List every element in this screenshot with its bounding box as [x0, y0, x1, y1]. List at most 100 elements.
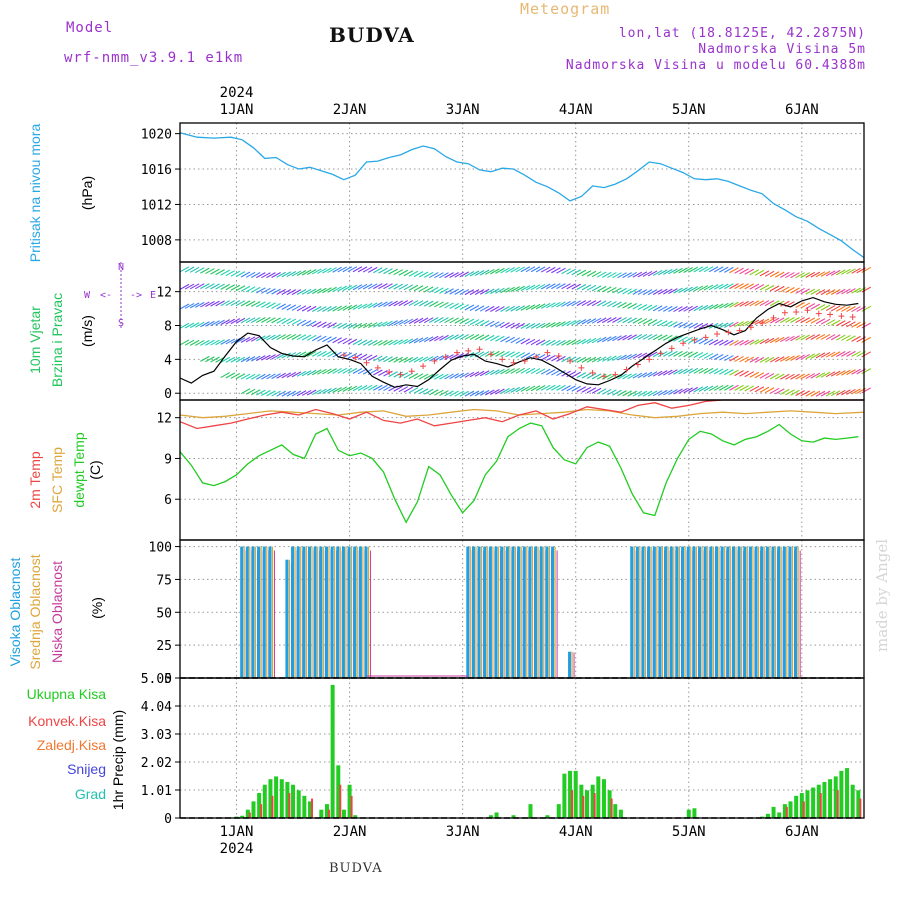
wind-barb	[398, 300, 409, 307]
wind-barb	[795, 272, 805, 279]
wind-barb	[815, 352, 826, 359]
wind-barb	[418, 388, 429, 395]
panel-frame	[179, 261, 865, 401]
wind-barb	[591, 300, 602, 307]
wind-barb	[764, 300, 775, 307]
wind-barb	[495, 321, 505, 328]
gust-marker	[589, 369, 596, 376]
wind-barb	[347, 323, 358, 329]
high-cloud-bar	[291, 546, 295, 678]
wind-barb	[764, 270, 775, 277]
wind-barb	[190, 385, 199, 390]
high-cloud-bar	[652, 546, 656, 678]
wind-barb	[688, 386, 699, 393]
wind-barb	[225, 318, 236, 325]
wind-barb	[276, 390, 286, 397]
wind-barb	[388, 339, 398, 346]
wind-barb	[281, 372, 292, 379]
wind-barb	[505, 305, 515, 312]
wind-barb	[439, 287, 449, 294]
wind-barb	[454, 334, 464, 341]
footer-location: BUDVA	[329, 861, 383, 876]
wind-barb	[271, 302, 281, 309]
wind-barb	[266, 373, 276, 380]
low-cloud-axis-label: Niska Oblacnost	[49, 561, 65, 663]
wind-barb	[225, 300, 236, 307]
gust-marker	[680, 340, 687, 347]
high-cloud-bar	[494, 546, 498, 678]
high-cloud-bar	[551, 546, 555, 678]
wind-barb	[418, 271, 429, 278]
wind-barb	[301, 389, 312, 396]
wind-barb	[256, 301, 266, 308]
wind-barb	[632, 271, 643, 278]
wind-barb	[200, 283, 210, 290]
wind-barb	[551, 384, 561, 391]
wind-barb	[820, 371, 831, 378]
total-precip-bar	[302, 795, 307, 818]
wind-barb	[612, 389, 622, 396]
convective-precip-bar	[571, 790, 574, 818]
wind-barb	[546, 266, 556, 273]
wind-barb	[540, 266, 551, 273]
total-precip-bar	[850, 784, 855, 818]
gust-marker	[578, 364, 585, 371]
wind-barb	[388, 320, 398, 327]
wind-barb	[398, 319, 409, 326]
high-cloud-bar	[630, 546, 634, 678]
wind-barb	[825, 270, 836, 277]
wind-barb	[469, 289, 480, 296]
wind-barb	[825, 351, 836, 358]
wind-barb	[668, 350, 678, 357]
wind-barb	[836, 370, 846, 377]
wind-barb	[693, 305, 704, 312]
gust-marker	[431, 358, 438, 365]
wind-barb	[383, 300, 393, 307]
wind-barb	[210, 320, 220, 327]
wind-barb	[286, 304, 297, 311]
high-cloud-bar	[296, 546, 300, 678]
wind-barb	[418, 317, 429, 324]
wind-barb	[774, 271, 785, 278]
wind-barb	[220, 319, 230, 326]
wind-barb	[576, 386, 587, 393]
wind-barb	[678, 287, 688, 294]
wind-unit-label: (m/s)	[79, 315, 95, 347]
temp2m-axis-label: 2m Temp	[27, 451, 43, 509]
wind-barb	[235, 271, 246, 278]
wind-barb	[495, 368, 505, 375]
wind-barb	[429, 272, 439, 279]
signature-watermark: made by Angel	[873, 538, 891, 652]
wind-barb	[240, 356, 251, 363]
pressure-axis-label: Pritisak na nivou mora	[27, 124, 43, 263]
wind-barb	[271, 317, 281, 324]
high-cloud-bar	[324, 546, 328, 678]
wind-barb	[367, 354, 378, 361]
wind-barb	[596, 317, 607, 324]
wind-barb	[464, 289, 475, 296]
total-precip-bar	[353, 815, 358, 818]
wind-barb	[729, 267, 739, 274]
wind-barb	[688, 322, 699, 329]
high-cloud-bar	[539, 546, 543, 678]
wind-barbs	[179, 266, 872, 397]
gust-marker	[487, 351, 494, 358]
location-title: BUDVA	[329, 23, 415, 47]
wind-barb	[724, 302, 734, 309]
wind-barb	[561, 268, 571, 275]
wind-barb	[194, 301, 205, 308]
wind-barb	[301, 320, 312, 327]
wind-barb	[408, 337, 419, 344]
wind-barb	[637, 372, 648, 379]
wind-barb	[256, 355, 266, 362]
wind-barb	[373, 321, 383, 328]
high-cloud-bar	[319, 546, 323, 678]
total-precip-bar	[788, 801, 793, 818]
wind-barb	[698, 323, 709, 329]
wind-barb	[729, 384, 739, 391]
wind-barb	[220, 283, 230, 290]
wind-barb	[734, 370, 744, 377]
wind-barb	[724, 355, 734, 362]
precip-legend-item: Snijeg	[67, 761, 106, 777]
gust-marker	[533, 353, 540, 360]
